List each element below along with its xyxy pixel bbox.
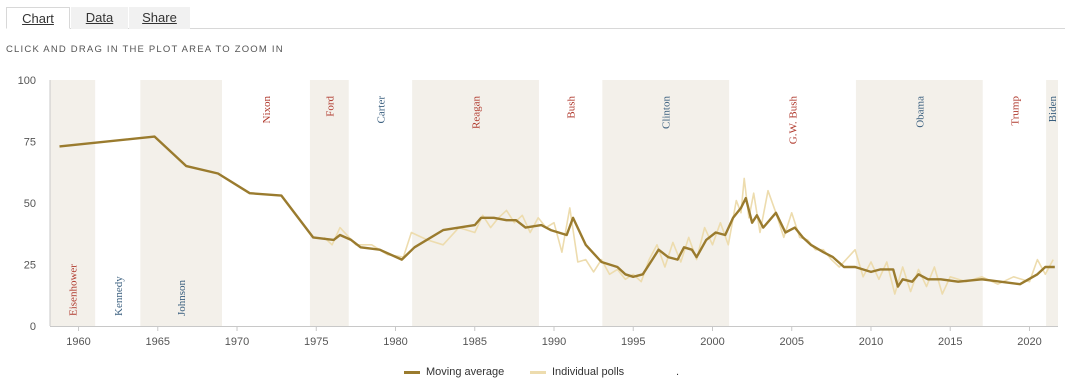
term-band-johnson	[140, 80, 222, 326]
term-band-clinton	[602, 80, 730, 326]
x-tick-label: 1995	[621, 336, 645, 348]
x-tick-label: 2005	[779, 336, 803, 348]
president-label-carter: Carter	[375, 96, 387, 124]
term-band-ford	[309, 80, 349, 326]
x-tick-label: 2000	[700, 336, 724, 348]
president-label-kennedy: Kennedy	[113, 276, 125, 316]
x-tick-label: 1975	[304, 336, 328, 348]
x-tick-label: 1965	[146, 336, 170, 348]
zoom-hint: CLICK AND DRAG IN THE PLOT AREA TO ZOOM …	[6, 44, 284, 55]
legend-swatch-individual-polls	[530, 370, 546, 374]
president-label-johnson: Johnson	[176, 279, 188, 316]
term-band-reagan	[412, 80, 539, 326]
tab-bar-divider	[6, 28, 1065, 29]
legend-swatch-moving-average	[404, 370, 420, 374]
legend-item-moving-average[interactable]: Moving average	[404, 364, 504, 380]
y-tick-label: 25	[24, 260, 36, 272]
tab-chart[interactable]: Chart	[6, 7, 70, 29]
term-band-biden	[1046, 80, 1058, 326]
x-tick-label: 1970	[225, 336, 249, 348]
president-label-bush: Bush	[566, 96, 578, 119]
y-tick-label: 75	[24, 137, 36, 149]
legend-label-individual-polls: Individual polls	[552, 366, 625, 378]
president-label-reagan: Reagan	[471, 96, 483, 129]
x-tick-label: 2015	[938, 336, 962, 348]
president-label-eisenhower: Eisenhower	[68, 264, 80, 316]
x-tick-label: 2010	[859, 336, 883, 348]
tab-share[interactable]: Share	[129, 7, 190, 29]
x-tick-label: 1980	[383, 336, 407, 348]
x-tick-label: 1990	[542, 336, 566, 348]
president-label-trump: Trump	[1009, 96, 1021, 126]
y-tick-label: 0	[30, 321, 36, 333]
series-line-moving-average	[59, 135, 1055, 288]
president-label-clinton: Clinton	[661, 96, 673, 130]
x-tick-label: 1985	[463, 336, 487, 348]
y-tick-label: 50	[24, 198, 36, 210]
series-line-individual-polls	[323, 177, 1054, 295]
y-tick-label: 100	[18, 75, 36, 87]
legend: Moving average Individual polls .	[0, 364, 1065, 380]
president-label-ford: Ford	[324, 96, 336, 117]
tab-data[interactable]: Data	[71, 7, 128, 29]
president-label-nixon: Nixon	[261, 96, 273, 124]
president-label-biden: Biden	[1047, 96, 1059, 123]
term-band-eisenhower	[50, 80, 96, 326]
tab-bar: Chart Data Share	[0, 0, 1065, 30]
legend-label-moving-average: Moving average	[426, 366, 505, 378]
x-tick-label: 2020	[1017, 336, 1041, 348]
president-label-obama: Obama	[914, 96, 926, 128]
legend-extra-mark: .	[676, 366, 680, 378]
legend-item-individual-polls[interactable]: Individual polls	[530, 364, 624, 380]
term-band-obama	[855, 80, 983, 326]
x-tick-label: 1960	[66, 336, 90, 348]
approval-chart[interactable]: Eisenhower Kennedy Johnson Nixon Ford Carter R…	[0, 0, 1065, 364]
president-label-g-w-bush: G.W. Bush	[788, 96, 800, 145]
